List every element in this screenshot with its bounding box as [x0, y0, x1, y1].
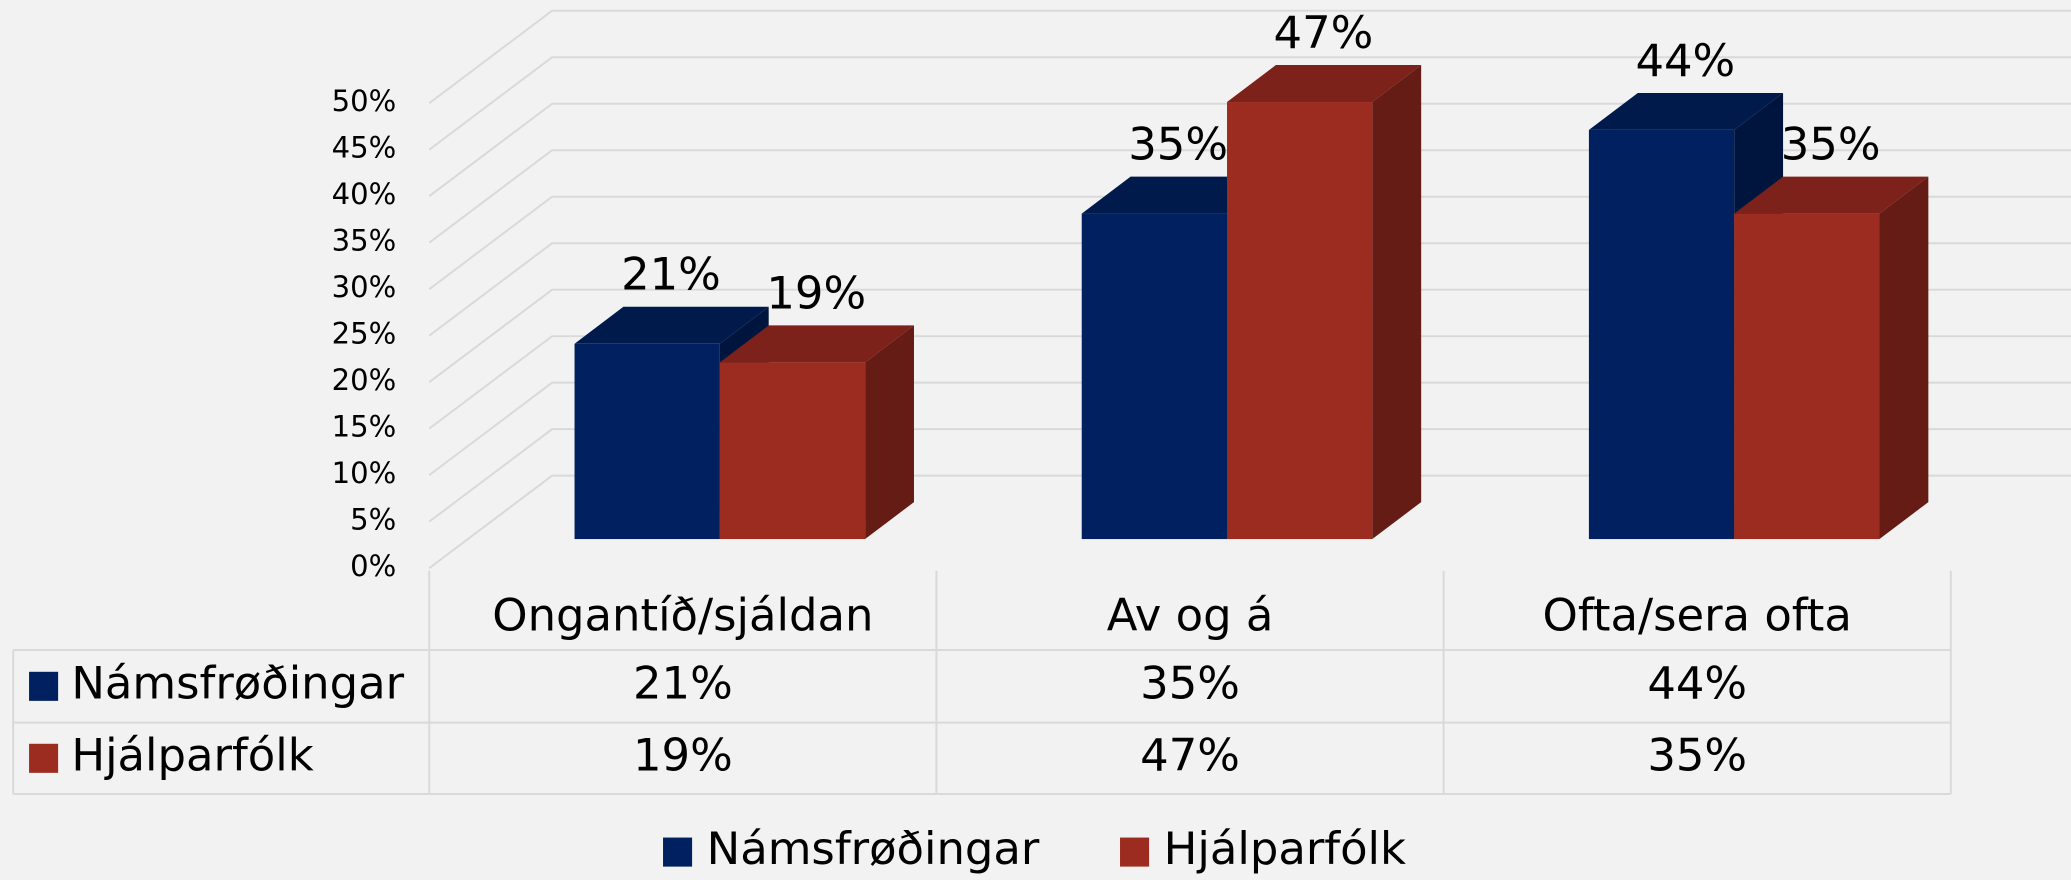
legend-key: [1120, 837, 1150, 867]
bar: [1081, 213, 1228, 540]
data-label: 35%: [1128, 118, 1228, 171]
bar-top: [1227, 65, 1422, 103]
bar: [574, 343, 720, 540]
table-series-name: Námsfrøðingar: [71, 656, 404, 709]
bar-side: [1372, 65, 1422, 540]
data-label: 47%: [1274, 6, 1374, 59]
y-tick-label: 20%: [332, 363, 397, 397]
grid-line: [428, 288, 2071, 383]
bar: [1734, 213, 1880, 540]
bar-top: [574, 306, 769, 344]
grid-line: [428, 56, 2071, 151]
grid-line: [428, 335, 2071, 430]
table-legend-key: [29, 743, 59, 773]
bar-top: [1734, 176, 1929, 214]
grid-line: [428, 195, 2071, 290]
grid-line: [428, 242, 2071, 337]
y-tick-label: 40%: [332, 177, 397, 211]
y-tick-label: 0%: [350, 549, 396, 583]
legend-key: [663, 837, 693, 867]
bar-side: [1879, 176, 1929, 540]
bar: [1588, 129, 1735, 540]
table-legend-key: [29, 671, 59, 701]
data-label: 19%: [766, 266, 866, 319]
y-tick-label: 45%: [332, 131, 397, 165]
y-tick-label: 50%: [332, 84, 397, 118]
y-tick-label: 25%: [332, 317, 397, 351]
grid-line: [428, 149, 2071, 244]
bar: [719, 362, 866, 540]
table-cell: 21%: [633, 656, 733, 709]
data-label: 35%: [1781, 118, 1881, 171]
y-tick-label: 5%: [350, 503, 396, 537]
table-cell: 35%: [1140, 656, 1240, 709]
category-label: Av og á: [1107, 588, 1274, 641]
category-label: Ofta/sera ofta: [1543, 588, 1852, 641]
legend-label: Hjálparfólk: [1164, 822, 1406, 875]
grid-line: [428, 102, 2071, 197]
grid-line: [428, 474, 2071, 569]
bar-side: [865, 325, 914, 540]
bar-top: [719, 325, 914, 363]
y-tick-label: 35%: [332, 224, 397, 258]
table-cell: 44%: [1647, 656, 1747, 709]
y-tick-label: 30%: [332, 270, 397, 304]
y-tick-label: 10%: [332, 456, 397, 490]
grid-line: [428, 381, 2071, 476]
data-label: 21%: [621, 248, 721, 301]
legend-label: Námsfrøðingar: [707, 822, 1040, 875]
bar: [1227, 102, 1373, 540]
table-cell: 47%: [1140, 728, 1240, 781]
table-series-name: Hjálparfólk: [71, 728, 313, 781]
table-cell: 19%: [633, 728, 733, 781]
grid-line: [428, 428, 2071, 523]
category-label: Ongantíð/sjáldan: [492, 588, 873, 641]
data-label: 44%: [1635, 34, 1735, 87]
table-cell: 35%: [1647, 728, 1747, 781]
grid-line: [428, 9, 2071, 104]
y-tick-label: 15%: [332, 410, 397, 444]
bar-top: [1588, 92, 1784, 130]
